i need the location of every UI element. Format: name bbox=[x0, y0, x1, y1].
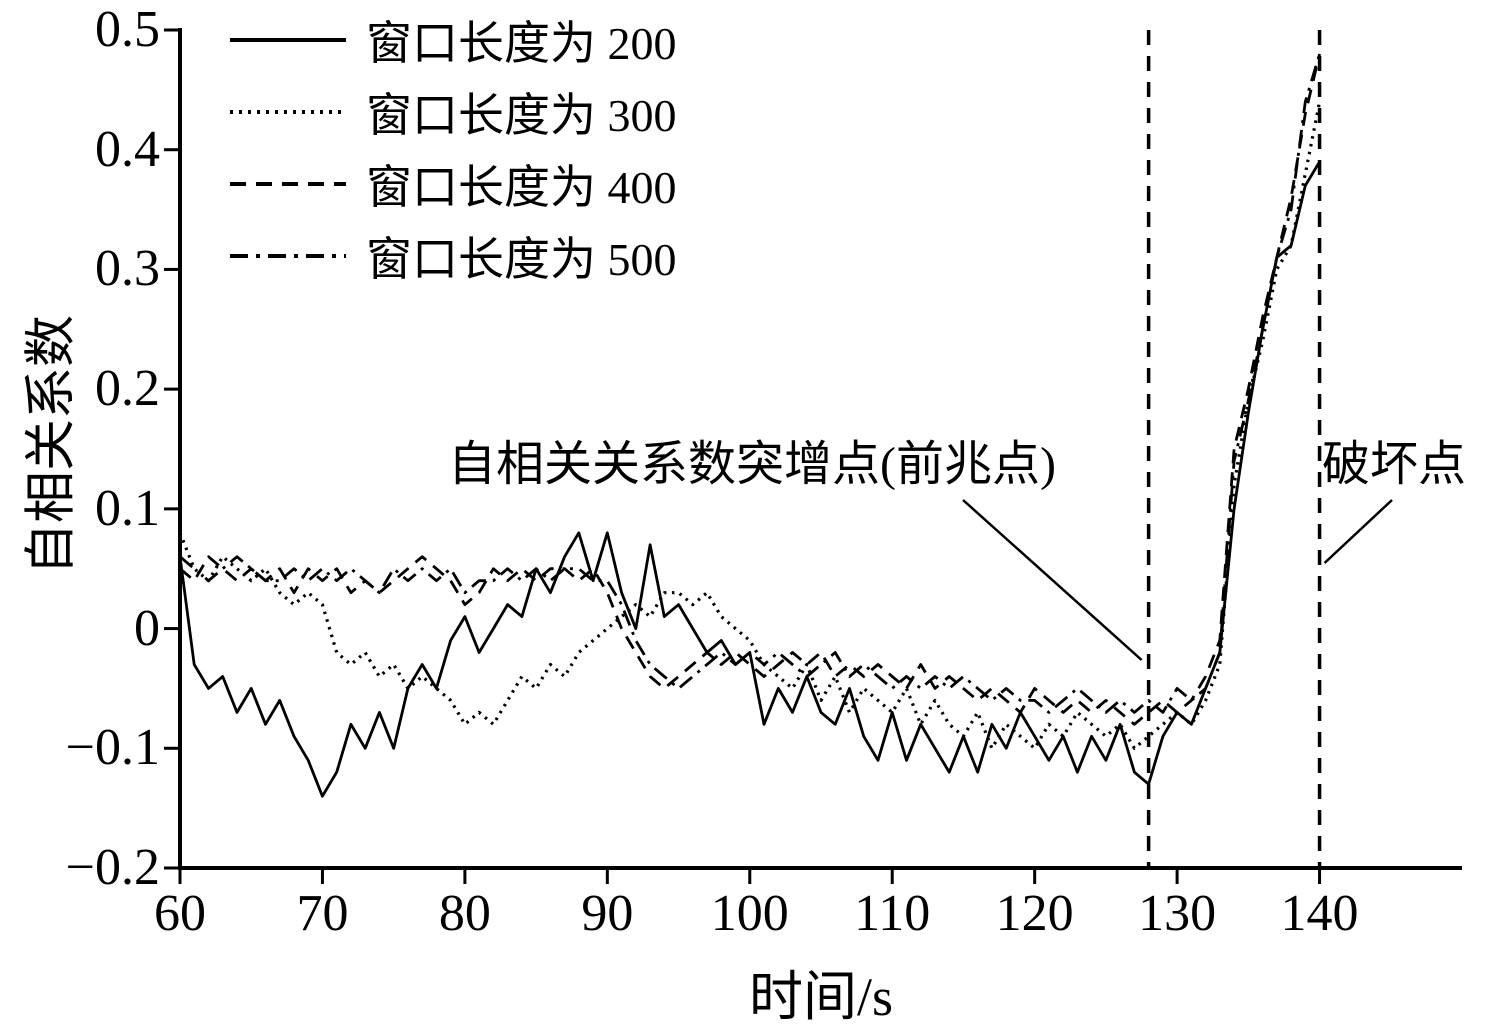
legend-item: 窗口长度为 400 bbox=[228, 150, 677, 217]
legend-line-sample-dotted bbox=[230, 109, 346, 114]
legend-item: 窗口长度为 300 bbox=[228, 78, 677, 145]
annotation-precursor: 自相关关系数突增点(前兆点) bbox=[448, 438, 1056, 491]
failure-leader-line bbox=[1323, 499, 1393, 564]
legend-line-sample-dashed bbox=[230, 181, 346, 186]
x-tick-label: 60 bbox=[154, 885, 206, 942]
y-tick-label: 0.5 bbox=[95, 1, 160, 58]
legend-line-sample-solid bbox=[230, 37, 346, 42]
x-tick-label: 80 bbox=[438, 885, 491, 942]
y-tick-label: −0.1 bbox=[65, 719, 160, 777]
series-line-dotted bbox=[178, 101, 1322, 750]
legend-item: 窗口长度为 500 bbox=[228, 222, 677, 289]
legend: 窗口长度为 200 窗口长度为 300 窗口长度为 400 窗口长度为 500 bbox=[228, 6, 677, 289]
y-tick-label: 0.4 bbox=[95, 120, 160, 178]
legend-label: 窗口长度为 200 bbox=[366, 17, 677, 69]
x-tick-label: 120 bbox=[995, 885, 1074, 942]
y-tick-label: −0.2 bbox=[65, 839, 160, 896]
precursor-leader-line bbox=[962, 499, 1143, 661]
x-tick-label: 90 bbox=[581, 885, 634, 942]
legend-label: 窗口长度为 300 bbox=[366, 89, 677, 141]
legend-label: 窗口长度为 500 bbox=[366, 233, 677, 285]
x-tick-label: 140 bbox=[1280, 885, 1359, 942]
legend-label: 窗口长度为 400 bbox=[366, 161, 677, 213]
annotation-failure: 破坏点 bbox=[1322, 438, 1467, 491]
x-tick-label: 100 bbox=[710, 885, 789, 942]
x-tick-label: 130 bbox=[1138, 885, 1217, 942]
series-line-dashdot bbox=[179, 53, 1321, 714]
y-tick-label: 0.3 bbox=[95, 240, 160, 298]
x-tick-label: 110 bbox=[854, 885, 931, 942]
legend-line-sample-dashdot bbox=[230, 253, 346, 258]
y-tick-label: 0.1 bbox=[95, 479, 160, 537]
x-axis-title: 时间/s bbox=[748, 967, 894, 1027]
x-tick-label: 70 bbox=[296, 885, 349, 942]
y-tick-label: 0.2 bbox=[95, 360, 160, 418]
y-tick-label: 0 bbox=[134, 599, 160, 657]
legend-item: 窗口长度为 200 bbox=[228, 6, 677, 73]
